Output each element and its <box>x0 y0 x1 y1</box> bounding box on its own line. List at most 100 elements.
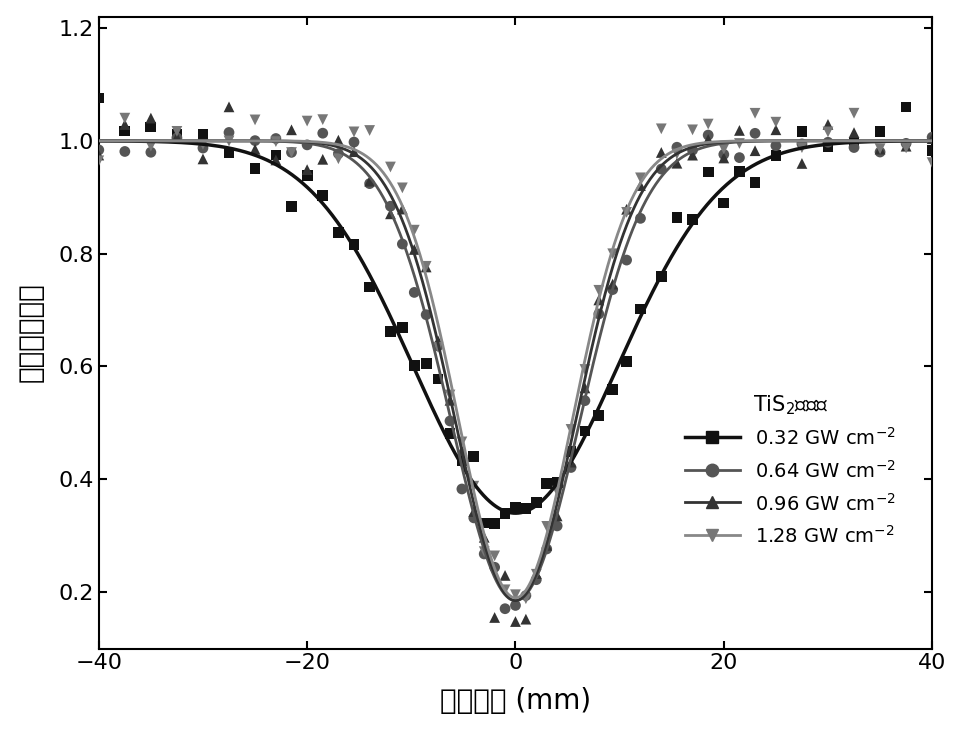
Point <box>716 197 732 209</box>
Point <box>347 136 362 148</box>
Point <box>430 335 446 347</box>
Point <box>330 227 346 239</box>
Point <box>117 146 133 157</box>
Point <box>700 130 716 141</box>
Point <box>898 142 914 154</box>
Point <box>497 584 512 596</box>
Point <box>685 149 700 161</box>
Point <box>732 124 747 136</box>
Point <box>924 132 940 144</box>
Point <box>143 141 159 152</box>
Point <box>406 286 422 298</box>
Point <box>633 303 648 315</box>
Point <box>487 561 503 573</box>
Point <box>591 285 607 296</box>
Legend: 0.32 GW cm$^{-2}$, 0.64 GW cm$^{-2}$, 0.96 GW cm$^{-2}$, 1.28 GW cm$^{-2}$: 0.32 GW cm$^{-2}$, 0.64 GW cm$^{-2}$, 0.… <box>675 384 906 557</box>
Point <box>700 166 716 178</box>
Point <box>299 139 315 151</box>
Point <box>619 356 635 367</box>
Point <box>846 137 862 149</box>
Point <box>91 149 107 161</box>
Point <box>716 152 732 164</box>
Point <box>654 146 669 158</box>
Point <box>669 148 685 160</box>
Point <box>820 141 836 152</box>
Point <box>685 214 700 225</box>
Point <box>466 451 482 463</box>
Point <box>419 358 434 370</box>
Point <box>605 384 620 395</box>
Point <box>605 284 620 296</box>
Point <box>169 132 185 143</box>
Point <box>477 546 492 558</box>
Point <box>195 138 211 150</box>
Point <box>315 190 330 201</box>
Point <box>221 127 237 138</box>
Point <box>477 548 492 560</box>
Point <box>330 148 346 160</box>
Point <box>669 212 685 223</box>
Point <box>330 135 346 146</box>
Point <box>633 172 648 184</box>
Point <box>466 480 482 492</box>
Point <box>430 373 446 385</box>
Point <box>362 124 377 136</box>
Point <box>768 149 784 161</box>
Point <box>846 108 862 119</box>
Point <box>872 143 888 154</box>
Point <box>382 326 398 337</box>
Point <box>362 281 377 293</box>
Point <box>605 248 620 260</box>
Point <box>846 127 862 138</box>
Point <box>455 436 470 448</box>
Point <box>820 136 836 148</box>
Point <box>747 176 763 188</box>
Point <box>195 128 211 140</box>
Point <box>820 126 836 138</box>
Point <box>577 382 592 394</box>
Point <box>898 101 914 113</box>
Point <box>477 518 492 529</box>
Point <box>477 531 492 543</box>
Point <box>820 119 836 130</box>
Point <box>529 574 544 586</box>
Point <box>466 512 482 523</box>
Point <box>221 101 237 113</box>
Point <box>563 456 579 468</box>
Point <box>143 122 159 133</box>
Point <box>487 518 503 530</box>
Point <box>117 125 133 137</box>
Point <box>299 115 315 127</box>
Point <box>768 124 784 135</box>
Point <box>508 589 523 600</box>
Point <box>550 477 565 488</box>
Point <box>747 127 763 139</box>
Point <box>382 208 398 220</box>
Point <box>382 161 398 173</box>
Point <box>619 203 635 215</box>
Point <box>455 455 470 466</box>
Point <box>685 124 700 135</box>
Point <box>442 415 457 427</box>
Point <box>442 389 457 401</box>
Point <box>362 175 377 187</box>
Point <box>347 126 362 138</box>
Point <box>539 520 555 532</box>
Point <box>508 600 523 611</box>
Point <box>550 485 565 497</box>
Point <box>497 569 512 581</box>
Point <box>442 395 457 406</box>
Point <box>395 238 410 250</box>
Point <box>169 125 185 137</box>
Point <box>442 427 457 439</box>
Point <box>898 141 914 152</box>
Point <box>518 590 534 602</box>
Point <box>591 308 607 320</box>
Point <box>898 138 914 149</box>
Point <box>362 178 377 190</box>
Point <box>117 119 133 130</box>
Point <box>455 483 470 495</box>
Point <box>395 182 410 194</box>
Point <box>395 321 410 333</box>
Point <box>619 206 635 218</box>
